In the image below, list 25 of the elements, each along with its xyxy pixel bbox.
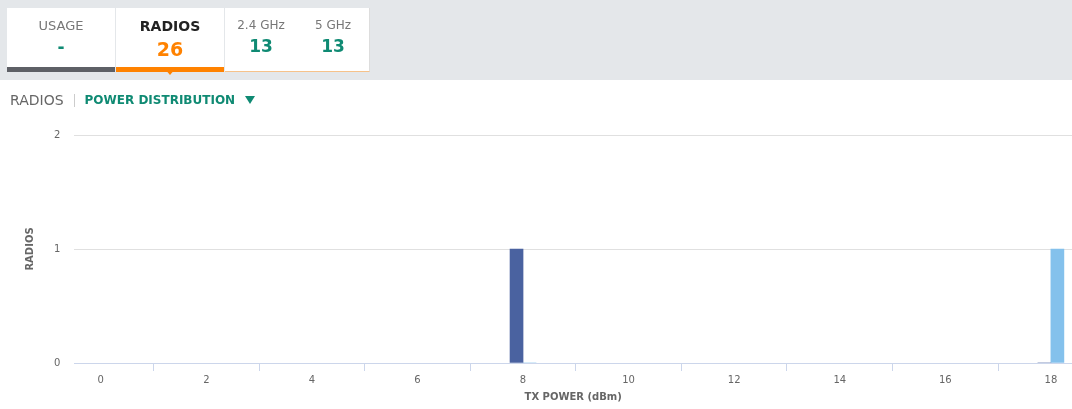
y-tick-label: 1	[53, 242, 61, 254]
x-tick-label: 4	[308, 373, 316, 385]
text: -	[56, 37, 66, 57]
chart-title: RADIOS	[10, 92, 64, 108]
text: 2.4 GHz	[236, 18, 286, 32]
y-tick-label: 2	[53, 128, 61, 140]
x-axis-title: TX POWER (dBm)	[524, 390, 622, 402]
y-tick-label: 0	[53, 356, 61, 368]
x-tick-label: 2	[203, 373, 210, 385]
text: 26	[155, 38, 185, 60]
text: 5 GHz	[313, 18, 353, 32]
x-tick-label: 12	[727, 373, 741, 385]
text: 13	[248, 36, 274, 56]
text: 13	[320, 36, 346, 56]
x-tick-label: 8	[519, 373, 527, 385]
text: RADIOS	[138, 18, 202, 34]
x-tick-label: 6	[414, 373, 421, 385]
chart-subtitle: POWER DISTRIBUTION	[84, 93, 236, 107]
x-tick-label: 16	[938, 373, 952, 385]
x-tick-label: 14	[833, 373, 847, 385]
y-axis-title: RADIOS	[23, 227, 35, 271]
x-tick-label: 10	[622, 373, 635, 385]
text: USAGE	[37, 18, 85, 33]
x-tick-label: 0	[97, 373, 104, 385]
x-tick-label: 18	[1044, 373, 1058, 385]
